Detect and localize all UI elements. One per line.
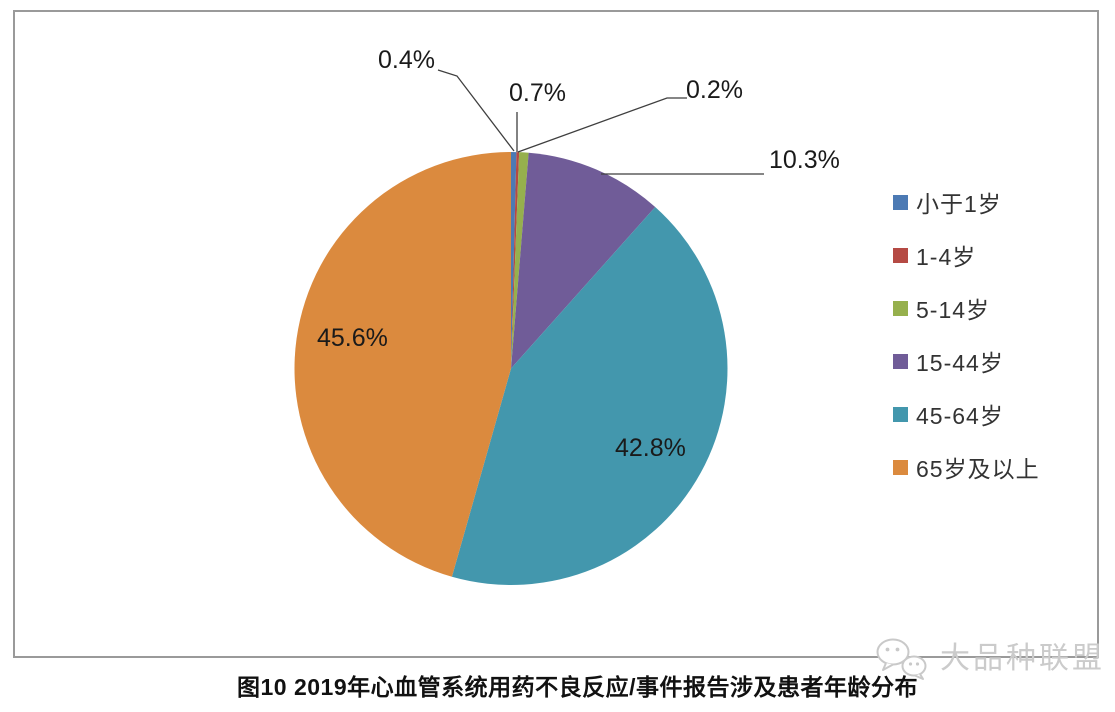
legend-label-1: 1-4岁 xyxy=(916,244,977,270)
legend-label-3: 15-44岁 xyxy=(916,350,1004,376)
pie-value-label-0: 0.4% xyxy=(378,46,435,74)
legend-swatch-0 xyxy=(893,194,908,210)
legend-item-2: 5-14岁 xyxy=(893,294,1040,323)
legend-label-5: 65岁及以上 xyxy=(916,456,1040,482)
legend-label-4: 45-64岁 xyxy=(916,403,1004,429)
pie-value-label-2: 0.7% xyxy=(509,79,566,107)
pie-value-label-4: 42.8% xyxy=(615,434,686,462)
legend-label-2: 5-14岁 xyxy=(916,297,991,323)
legend-swatch-2 xyxy=(893,300,908,316)
legend-item-1: 1-4岁 xyxy=(893,241,1040,270)
figure-caption: 图10 2019年心血管系统用药不良反应/事件报告涉及患者年龄分布 xyxy=(236,674,919,700)
legend-swatch-1 xyxy=(893,247,908,263)
legend-swatch-5 xyxy=(893,459,908,475)
watermark-text: 大品种联盟 xyxy=(940,642,1105,675)
pie-value-label-5: 45.6% xyxy=(317,324,388,352)
wechat-icon xyxy=(876,638,927,680)
legend-item-0: 小于1岁 xyxy=(893,188,1040,217)
pie-slice-0 xyxy=(511,152,517,369)
watermark: 大品种联盟 xyxy=(874,638,1105,680)
pie-slice-1 xyxy=(511,152,520,369)
chart-legend: 小于1岁 1-4岁 5-14岁 15-44岁 45-64岁 65岁及以上 xyxy=(893,188,1040,482)
pie-slice-2 xyxy=(511,152,529,369)
legend-item-5: 65岁及以上 xyxy=(893,453,1040,482)
legend-swatch-3 xyxy=(893,353,908,369)
legend-item-4: 45-64岁 xyxy=(893,400,1040,429)
leader-line-0 xyxy=(437,69,515,152)
pie-slice-4 xyxy=(451,207,728,586)
legend-item-3: 15-44岁 xyxy=(893,347,1040,376)
pie-value-label-3: 10.3% xyxy=(769,146,840,174)
pie-slice-5 xyxy=(294,152,511,577)
leader-line-1 xyxy=(517,97,687,153)
legend-label-0: 小于1岁 xyxy=(916,191,1002,217)
legend-swatch-4 xyxy=(893,406,908,422)
pie-value-label-1: 0.2% xyxy=(686,76,743,104)
pie-slice-3 xyxy=(511,152,656,369)
